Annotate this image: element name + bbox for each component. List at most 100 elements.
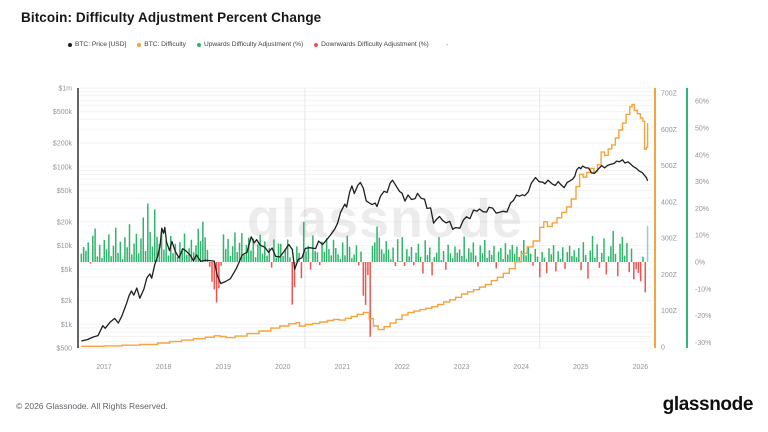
adjustment-bar	[323, 251, 326, 262]
adjustment-bar	[451, 258, 454, 262]
adjustment-bar	[289, 257, 291, 262]
adjustment-bar	[445, 262, 447, 270]
adjustment-bar	[422, 262, 424, 274]
adjustment-bar	[149, 231, 151, 262]
axis-tick-label: 2025	[573, 364, 589, 371]
legend-item-0[interactable]: BTC: Price [USD]	[68, 41, 126, 48]
adjustment-bar	[341, 242, 344, 262]
adjustment-bar	[447, 244, 449, 262]
adjustment-bar	[424, 240, 426, 262]
adjustment-bar	[516, 246, 518, 262]
adjustment-bar	[621, 236, 624, 262]
adjustment-bar	[179, 242, 181, 262]
axis-tick-label: $20k	[57, 219, 73, 226]
adjustment-bar	[243, 255, 245, 262]
glassnode-logo: glassnode	[662, 394, 754, 415]
adjustment-bar	[234, 232, 236, 262]
axis-tick-label: 2018	[156, 364, 172, 371]
adjustment-bar	[293, 262, 296, 287]
axis-tick-label: 2017	[96, 364, 112, 371]
adjustment-bar	[305, 251, 307, 262]
adjustment-bar	[518, 256, 520, 262]
adjustment-bar	[80, 253, 83, 262]
axis-tick-label: $10k	[57, 243, 73, 250]
adjustment-bar	[344, 255, 346, 262]
adjustment-bar	[376, 226, 378, 262]
legend-item-label: Upwards Difficulty Adjustment (%)	[203, 41, 304, 48]
adjustment-bar	[98, 244, 101, 262]
adjustment-bar	[529, 253, 532, 262]
adjustment-bar	[580, 262, 582, 271]
page-title: Bitcoin: Difficulty Adjustment Percent C…	[21, 10, 322, 25]
axis-tick-label: 50%	[695, 126, 709, 133]
adjustment-bar	[291, 262, 293, 305]
adjustment-bar	[481, 253, 484, 262]
adjustment-bar	[500, 247, 502, 262]
axis-tick-label: 20%	[695, 206, 709, 213]
adjustment-bar	[369, 262, 371, 337]
adjustment-bar	[158, 244, 161, 262]
adjustment-bar	[176, 256, 179, 262]
adjustment-bar	[458, 249, 461, 262]
adjustment-bar	[160, 231, 163, 262]
legend-item-3[interactable]: Downwards Difficulty Adjustment (%)	[314, 41, 429, 48]
adjustment-bar	[392, 247, 394, 262]
adjustment-bar	[296, 246, 298, 262]
adjustment-bar	[215, 262, 218, 303]
adjustment-bar	[433, 257, 436, 262]
legend-dot-icon	[196, 42, 201, 47]
adjustment-bar	[220, 262, 222, 266]
adjustment-bar	[222, 234, 225, 262]
adjustment-bar	[600, 252, 603, 262]
adjustment-bar	[465, 258, 468, 262]
adjustment-bar	[140, 238, 142, 262]
price-axis-labels: $1m $500k $200k $100k $50k $20k $10k $5k $2k $1k $…	[53, 86, 73, 353]
adjustment-bar	[493, 245, 495, 262]
axis-tick-label: $1k	[61, 322, 73, 329]
adjustment-bar	[461, 255, 463, 262]
adjustment-bar	[472, 242, 475, 262]
adjustment-bar	[245, 244, 248, 262]
adjustment-bar	[429, 247, 431, 262]
adjustment-bar	[543, 257, 546, 262]
adjustment-bar	[619, 243, 621, 262]
legend-item-1[interactable]: BTC: Difficulty	[137, 41, 186, 48]
adjustment-bar	[270, 262, 273, 268]
adjustment-bar	[412, 262, 415, 266]
adjustment-bar	[261, 253, 264, 262]
legend-item-label: BTC: Price [USD]	[75, 41, 127, 48]
legend-item-2[interactable]: Upwards Difficulty Adjustment (%)	[196, 41, 304, 48]
adjustment-bar	[108, 234, 110, 262]
adjustment-bar	[351, 258, 353, 262]
legend-overflow[interactable]: -	[445, 40, 449, 49]
adjustment-bar	[630, 248, 633, 262]
adjustment-bar	[121, 259, 124, 262]
axis-tick-label: 60%	[695, 99, 709, 106]
adjustment-bar	[635, 262, 637, 270]
adjustment-bar	[94, 228, 96, 262]
adjustment-bar	[174, 243, 177, 262]
adjustment-bar	[468, 248, 470, 262]
adjustment-bar	[523, 240, 525, 262]
axis-tick-label: 100Z	[661, 308, 678, 315]
adjustment-bar	[587, 262, 589, 279]
adjustment-bar	[623, 255, 626, 262]
adjustment-bar	[263, 241, 266, 262]
axis-tick-label: 200Z	[661, 272, 678, 279]
adjustment-bar	[241, 233, 243, 262]
adjustment-bar	[484, 240, 486, 262]
adjustment-bar	[573, 250, 575, 262]
legend-dot-icon	[314, 42, 319, 47]
adjustment-bar	[286, 239, 289, 262]
adjustment-bar	[571, 256, 573, 262]
adjustment-bar	[85, 250, 87, 262]
adjustment-bar	[257, 244, 259, 262]
adjustment-bar	[408, 256, 410, 262]
adjustment-bar	[87, 242, 89, 262]
adjustment-bar	[504, 243, 507, 262]
adjustment-bar	[456, 252, 459, 262]
adjustment-bar	[442, 251, 445, 262]
adjustment-bar	[213, 262, 216, 290]
adjustment-bar	[204, 237, 206, 262]
